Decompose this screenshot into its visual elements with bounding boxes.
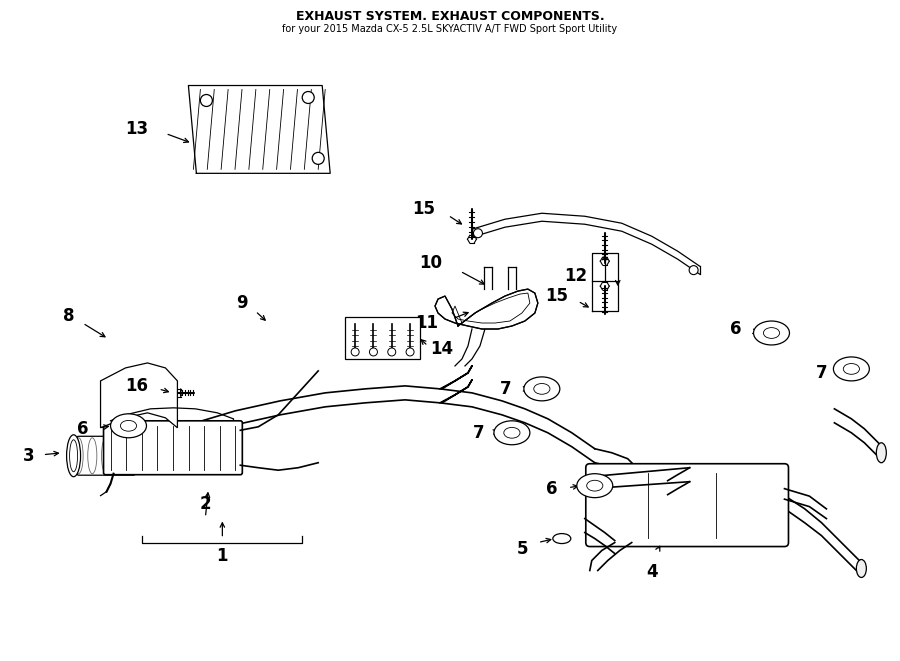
Circle shape xyxy=(351,348,359,356)
Circle shape xyxy=(473,229,482,238)
Text: 10: 10 xyxy=(419,254,442,272)
Text: 7: 7 xyxy=(500,380,512,398)
Text: 5: 5 xyxy=(517,539,528,557)
Text: 1: 1 xyxy=(217,547,228,564)
Text: 13: 13 xyxy=(125,120,148,138)
Text: 14: 14 xyxy=(430,340,454,358)
Text: 3: 3 xyxy=(22,447,34,465)
Text: 6: 6 xyxy=(730,320,742,338)
FancyBboxPatch shape xyxy=(77,436,135,475)
Text: 7: 7 xyxy=(815,364,827,382)
Text: 2: 2 xyxy=(200,494,212,513)
Text: 6: 6 xyxy=(77,420,88,438)
Polygon shape xyxy=(435,289,538,329)
Text: 11: 11 xyxy=(415,314,438,332)
Polygon shape xyxy=(101,363,177,428)
Text: 12: 12 xyxy=(564,267,588,285)
Polygon shape xyxy=(188,85,330,173)
Circle shape xyxy=(302,91,314,104)
FancyBboxPatch shape xyxy=(586,464,788,547)
Ellipse shape xyxy=(753,321,789,345)
Bar xyxy=(346,317,420,359)
Circle shape xyxy=(312,153,324,165)
Text: for your 2015 Mazda CX-5 2.5L SKYACTIV A/T FWD Sport Sport Utility: for your 2015 Mazda CX-5 2.5L SKYACTIV A… xyxy=(283,24,617,34)
Ellipse shape xyxy=(524,377,560,401)
Text: 4: 4 xyxy=(646,563,658,580)
Text: EXHAUST SYSTEM. EXHAUST COMPONENTS.: EXHAUST SYSTEM. EXHAUST COMPONENTS. xyxy=(296,10,604,22)
Ellipse shape xyxy=(857,559,867,578)
Text: 15: 15 xyxy=(412,200,435,218)
Ellipse shape xyxy=(67,435,81,477)
Ellipse shape xyxy=(833,357,869,381)
FancyBboxPatch shape xyxy=(104,421,242,475)
Ellipse shape xyxy=(577,474,613,498)
Ellipse shape xyxy=(494,421,530,445)
Circle shape xyxy=(388,348,396,356)
Circle shape xyxy=(689,266,698,274)
Text: 7: 7 xyxy=(473,424,485,442)
Text: 8: 8 xyxy=(63,307,75,325)
Text: 15: 15 xyxy=(544,287,568,305)
Ellipse shape xyxy=(553,533,571,543)
Circle shape xyxy=(201,95,212,106)
Text: 6: 6 xyxy=(546,480,558,498)
Ellipse shape xyxy=(877,443,886,463)
Ellipse shape xyxy=(111,414,147,438)
Circle shape xyxy=(406,348,414,356)
Circle shape xyxy=(370,348,377,356)
Text: 9: 9 xyxy=(237,294,248,312)
Text: 16: 16 xyxy=(125,377,148,395)
